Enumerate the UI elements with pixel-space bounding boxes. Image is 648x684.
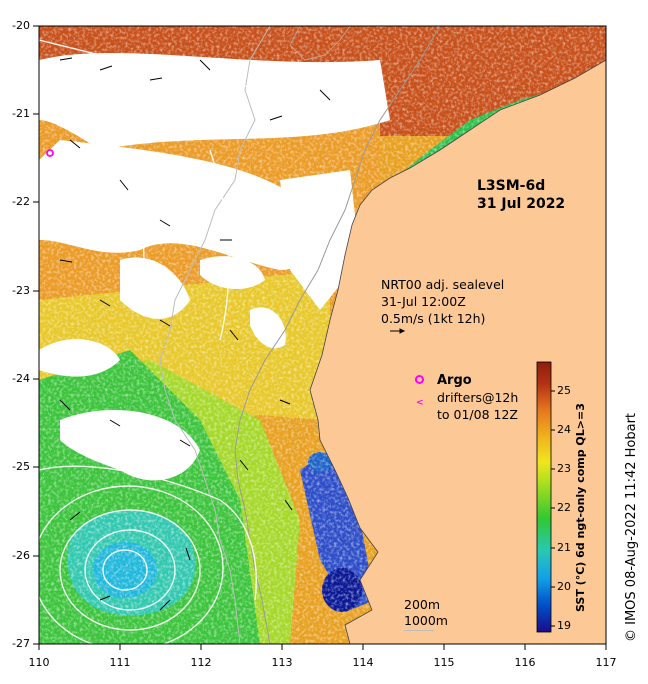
colorbar-tick-label: 24: [557, 423, 571, 436]
isobath-200m: [234, 26, 441, 644]
lon-tick-label: 116: [514, 656, 536, 669]
lon-tick-label: 114: [352, 656, 374, 669]
drifters-note-line1: drifters@12h: [437, 390, 519, 405]
credit-text: © IMOS 08-Aug-2022 11:42 Hobart: [624, 412, 639, 642]
lon-tick-label: 115: [433, 656, 455, 669]
colorbar: [536, 361, 552, 633]
sealevel-note-line3: 0.5m/s (1kt 12h): [381, 311, 486, 326]
argo-legend-icon: [415, 375, 424, 384]
isobath-label-200m: 200m: [404, 597, 441, 612]
isobath-1000m: [159, 26, 271, 644]
current-vectors: [59, 57, 331, 611]
land-western-australia: [310, 26, 606, 644]
drifters-note-line2: to 01/08 12Z: [437, 407, 518, 422]
colorbar-tick-label: 22: [557, 501, 571, 514]
axis-ticks: [33, 25, 607, 650]
lat-tick-label: -27: [12, 637, 30, 650]
lat-tick-label: -26: [12, 549, 30, 562]
colorbar-tick-label: 21: [557, 541, 571, 554]
lat-tick-label: -25: [12, 460, 30, 473]
colorbar-title: SST (°C) 6d ngt-only comp QL>=3: [574, 403, 587, 612]
velocity-scale-arrow: [390, 328, 406, 334]
lon-tick-label: 110: [28, 656, 50, 669]
lat-tick-label: -24: [12, 372, 30, 385]
argo-float-marker[interactable]: [46, 149, 54, 157]
lat-tick-label: -21: [12, 107, 30, 120]
colorbar-tick-label: 25: [557, 384, 571, 397]
sealevel-note-line2: 31-Jul 12:00Z: [381, 294, 466, 309]
colorbar-tick-label: 19: [557, 619, 571, 632]
colorbar-tick-label: 23: [557, 462, 571, 475]
lon-tick-label: 111: [109, 656, 131, 669]
isobath-legend-line: [404, 630, 434, 631]
lat-tick-label: -23: [12, 284, 30, 297]
argo-legend-label: Argo: [437, 373, 472, 388]
lon-tick-label: 112: [190, 656, 212, 669]
drifter-legend-icon: <: [416, 398, 424, 408]
product-name: L3SM-6d: [477, 178, 546, 194]
lat-tick-label: -20: [12, 19, 30, 32]
lon-tick-label: 117: [595, 656, 617, 669]
isobath-label-1000m: 1000m: [404, 613, 448, 628]
sealevel-contours: [39, 39, 381, 644]
sealevel-note-line1: NRT00 adj. sealevel: [381, 277, 505, 292]
lat-tick-label: -22: [12, 195, 30, 208]
product-date: 31 Jul 2022: [477, 196, 566, 212]
lon-tick-label: 113: [271, 656, 293, 669]
colorbar-tick-label: 20: [557, 580, 571, 593]
